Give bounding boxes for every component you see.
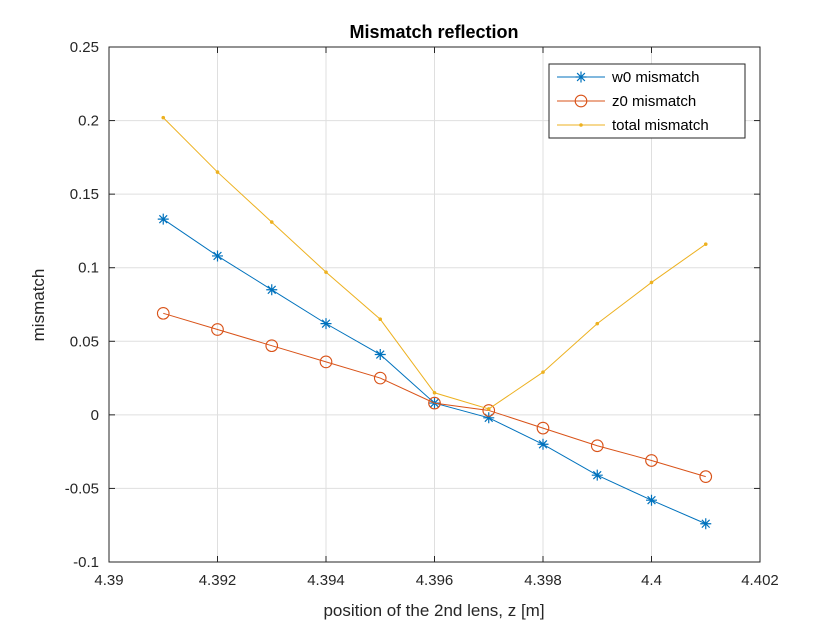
x-axis-label: position of the 2nd lens, z [m] <box>323 601 544 620</box>
tick-labels: 4.39 4.392 4.394 4.396 4.398 4.4 4.402 -0.1 -0.0… <box>65 39 779 589</box>
data-point <box>161 115 166 120</box>
x-tick-label: 4.398 <box>524 572 562 589</box>
data-point <box>590 439 604 453</box>
data-point <box>700 518 712 530</box>
y-tick-label: 0.05 <box>70 333 99 350</box>
data-point <box>579 123 583 127</box>
x-tick-label: 4.396 <box>416 572 454 589</box>
data-point <box>324 270 328 274</box>
data-point <box>483 412 495 424</box>
data-point <box>156 306 170 320</box>
data-point <box>266 284 278 296</box>
series-z0-mismatch <box>156 306 713 484</box>
data-point <box>157 213 169 225</box>
chart-title: Mismatch reflection <box>349 22 518 42</box>
y-axis-label: mismatch <box>29 269 48 342</box>
series-total-mismatch <box>161 115 708 411</box>
data-point <box>645 454 658 467</box>
x-tick-label: 4.402 <box>741 572 779 589</box>
y-tick-label: 0.15 <box>70 186 99 203</box>
x-tick-label: 4.394 <box>307 572 345 589</box>
ticks <box>108 46 761 563</box>
data-point <box>649 280 654 285</box>
data-point <box>536 421 550 435</box>
data-point <box>646 494 657 506</box>
data-point <box>537 438 549 450</box>
data-point <box>211 323 224 336</box>
x-tick-label: 4.392 <box>199 572 237 589</box>
x-tick-label: 4.4 <box>641 572 662 589</box>
data-point <box>373 371 387 385</box>
data-point <box>486 407 491 411</box>
data-point <box>699 470 713 484</box>
data-point <box>374 349 386 361</box>
legend-entry: total mismatch <box>557 117 709 134</box>
legend-entry: z0 mismatch <box>557 93 696 110</box>
series-layer <box>156 115 713 530</box>
data-point <box>541 370 545 374</box>
x-tick-label: 4.39 <box>94 572 123 589</box>
series-line <box>163 312 706 478</box>
data-point <box>595 321 600 326</box>
data-point <box>574 94 588 108</box>
data-point <box>575 71 587 83</box>
legend: w0 mismatch z0 mismatch total mismatch <box>548 63 746 139</box>
data-point <box>212 250 223 262</box>
data-point <box>378 317 383 322</box>
data-point <box>591 469 603 481</box>
data-point <box>432 390 437 395</box>
data-point <box>428 396 441 410</box>
legend-label: total mismatch <box>612 117 709 134</box>
data-point <box>215 170 220 174</box>
legend-label: z0 mismatch <box>612 93 696 110</box>
legend-entry: w0 mismatch <box>557 69 700 86</box>
y-tick-label: 0.25 <box>70 39 99 56</box>
y-tick-label: -0.05 <box>65 480 99 497</box>
legend-label: w0 mismatch <box>611 69 700 86</box>
y-tick-label: -0.1 <box>73 554 99 571</box>
data-point <box>265 339 279 353</box>
y-tick-label: 0.1 <box>78 260 99 277</box>
data-point <box>269 220 274 224</box>
data-point <box>319 355 333 369</box>
y-tick-label: 0 <box>91 407 99 424</box>
data-point <box>482 404 496 417</box>
data-point <box>703 242 708 246</box>
y-tick-label: 0.2 <box>78 113 99 130</box>
data-point <box>320 318 332 330</box>
